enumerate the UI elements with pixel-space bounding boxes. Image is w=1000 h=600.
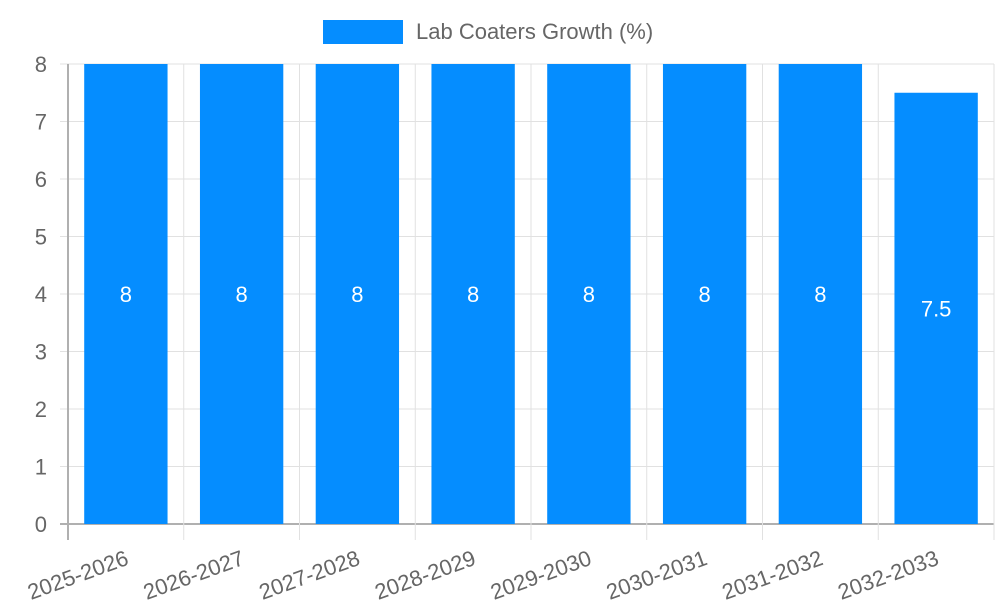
bar-data-label: 8 bbox=[699, 282, 711, 307]
y-tick-label: 7 bbox=[35, 110, 47, 135]
bar-data-label: 8 bbox=[120, 282, 132, 307]
y-tick-label: 0 bbox=[35, 512, 47, 537]
x-tick-label: 2025-2026 bbox=[24, 545, 131, 600]
bar bbox=[778, 64, 863, 524]
legend-swatch bbox=[323, 20, 403, 44]
y-tick-label: 6 bbox=[35, 167, 47, 192]
x-tick-label: 2031-2032 bbox=[719, 545, 826, 600]
legend-label: Lab Coaters Growth (%) bbox=[416, 19, 654, 44]
legend[interactable]: Lab Coaters Growth (%) bbox=[323, 19, 653, 45]
y-tick-label: 2 bbox=[35, 397, 47, 422]
bar bbox=[84, 64, 168, 524]
bar-data-label: 8 bbox=[236, 282, 248, 307]
y-tick-label: 5 bbox=[35, 225, 47, 250]
bar bbox=[662, 64, 747, 524]
bar bbox=[547, 64, 631, 524]
x-tick-label: 2030-2031 bbox=[603, 545, 710, 600]
x-tick-label: 2028-2029 bbox=[371, 545, 478, 600]
y-tick-label: 4 bbox=[35, 282, 47, 307]
x-tick-label: 2029-2030 bbox=[487, 545, 594, 600]
y-tick-label: 1 bbox=[35, 455, 47, 480]
x-tick-label: 2032-2033 bbox=[834, 545, 941, 600]
bar bbox=[199, 64, 284, 524]
y-tick-label: 3 bbox=[35, 340, 47, 365]
bar-data-label: 7.5 bbox=[921, 296, 952, 321]
x-tick-label: 2026-2027 bbox=[140, 545, 247, 600]
bar-data-label: 8 bbox=[467, 282, 479, 307]
bar bbox=[894, 92, 978, 524]
bar bbox=[431, 64, 515, 524]
bar-data-label: 8 bbox=[583, 282, 595, 307]
x-tick-label: 2027-2028 bbox=[256, 545, 363, 600]
bar bbox=[315, 64, 400, 524]
bar-data-label: 8 bbox=[351, 282, 363, 307]
y-tick-label: 8 bbox=[35, 52, 47, 77]
bar-data-label: 8 bbox=[814, 282, 826, 307]
